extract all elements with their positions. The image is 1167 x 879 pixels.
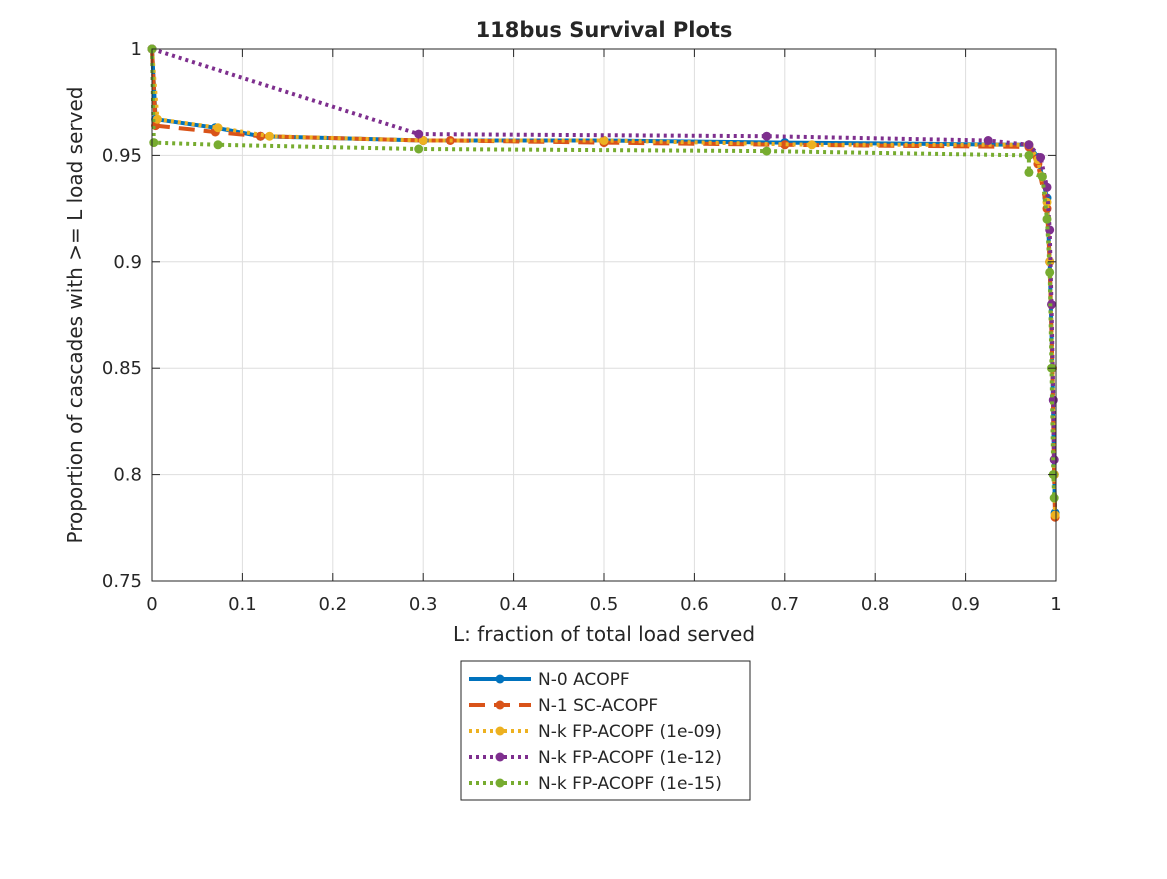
y-tick-label: 0.95 — [102, 145, 142, 166]
series-point — [265, 131, 274, 141]
y-tick-label: 0.75 — [102, 571, 142, 592]
legend-label: N-1 SC-ACOPF — [538, 696, 658, 716]
legend-label: N-k FP-ACOPF (1e-15) — [538, 774, 722, 794]
legend-item: N-0 ACOPF — [469, 670, 630, 690]
series-line — [151, 47, 1057, 460]
legend-item: N-k FP-ACOPF (1e-12) — [469, 748, 722, 768]
y-axis-label: Proportion of cascades with >= L load se… — [63, 87, 87, 544]
series-point — [762, 131, 772, 141]
series-point — [1037, 172, 1047, 182]
x-tick-label: 1 — [1050, 594, 1061, 615]
legend-swatch-marker — [495, 778, 505, 788]
x-tick-label: 0.7 — [770, 594, 799, 615]
series-point — [1024, 167, 1034, 177]
x-tick-label: 0.2 — [318, 594, 347, 615]
y-tick-label: 0.85 — [102, 358, 142, 379]
legend-box — [460, 660, 751, 801]
series-point — [213, 140, 223, 150]
series-point — [1050, 510, 1060, 520]
series-point — [414, 129, 424, 139]
legend-label: N-k FP-ACOPF (1e-12) — [538, 748, 722, 768]
series-point — [983, 136, 993, 145]
y-tick-label: 0.8 — [113, 465, 142, 486]
x-tick-label: 0.3 — [409, 594, 438, 615]
series-point — [1036, 153, 1046, 162]
x-tick-label: 0 — [146, 594, 157, 615]
series-point — [807, 140, 817, 150]
y-tick-label: 0.9 — [113, 252, 142, 273]
legend-label: N-k FP-ACOPF (1e-09) — [538, 722, 722, 742]
series-point — [414, 144, 424, 154]
series-point — [418, 136, 428, 145]
legend-swatch-marker — [495, 674, 505, 684]
series-point — [1024, 140, 1034, 150]
chart-title: 118bus Survival Plots — [476, 18, 733, 42]
series-point — [256, 131, 265, 141]
x-tick-label: 0.1 — [228, 594, 257, 615]
legend-label: N-0 ACOPF — [538, 670, 630, 690]
legend-item: N-k FP-ACOPF (1e-09) — [469, 722, 722, 742]
legend-swatch-marker — [495, 700, 505, 710]
legend-swatch-marker — [495, 752, 505, 762]
series-point — [1045, 267, 1055, 277]
x-tick-label: 0.4 — [499, 594, 528, 615]
x-tick-label: 0.8 — [861, 594, 890, 615]
series-point — [762, 146, 772, 156]
series-layer — [147, 44, 1060, 522]
y-tick-label: 1 — [131, 39, 142, 60]
x-tick-label: 0.9 — [951, 594, 980, 615]
x-axis-ticks: 0 0.1 0.2 0.3 0.4 0.5 0.6 0.7 0.8 0.9 1 — [146, 49, 1062, 615]
x-axis-label: L: fraction of total load served — [453, 622, 755, 646]
series-point — [149, 138, 159, 148]
legend-item: N-k FP-ACOPF (1e-15) — [469, 774, 722, 794]
legend: N-0 ACOPF N-1 SC-ACOPF N-k FP-ACOPF (1e-09… — [460, 660, 751, 801]
x-tick-label: 0.5 — [590, 594, 619, 615]
series-point — [213, 123, 223, 133]
series-point — [599, 136, 609, 145]
series-line — [150, 48, 1058, 516]
legend-swatch-marker — [495, 726, 505, 736]
series-point — [1049, 493, 1059, 503]
legend-item: N-1 SC-ACOPF — [469, 696, 658, 716]
x-tick-label: 0.6 — [680, 594, 709, 615]
series-point — [1024, 150, 1034, 160]
y-axis-ticks: 0.75 0.8 0.85 0.9 0.95 1 — [102, 39, 1056, 592]
legend-items: N-0 ACOPF N-1 SC-ACOPF N-k FP-ACOPF (1e-09… — [469, 670, 722, 794]
series-point — [1042, 214, 1052, 224]
